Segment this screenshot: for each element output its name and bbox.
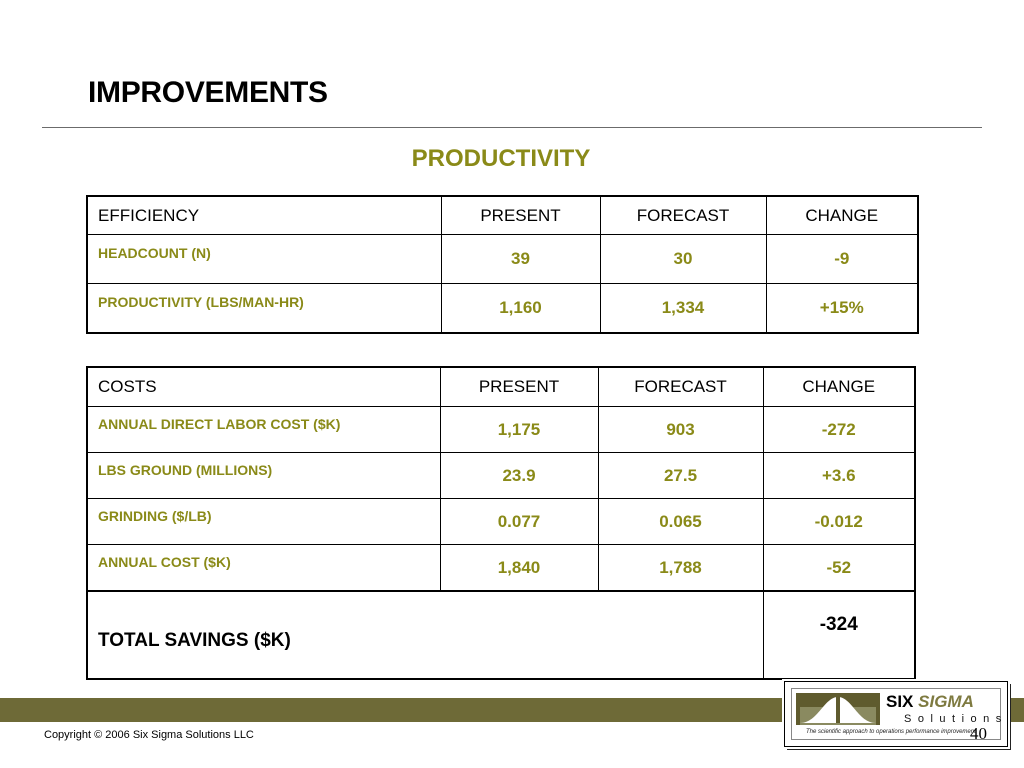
forecast-value: 30 [599, 234, 767, 284]
forecast-value: 1,334 [599, 283, 767, 334]
table-header-row: EFFICIENCY PRESENT FORECAST CHANGE [86, 195, 919, 235]
present-value: 39 [440, 234, 601, 284]
section-heading: PRODUCTIVITY [411, 145, 591, 172]
forecast-value: 27.5 [597, 452, 764, 499]
slide-title: IMPROVEMENTS [88, 76, 328, 109]
change-value: -52 [762, 544, 916, 592]
total-savings-row: TOTAL SAVINGS ($K) -324 [86, 590, 916, 680]
logo-tagline: The scientific approach to operations pe… [806, 729, 976, 735]
present-value: 1,175 [439, 406, 599, 453]
logo-subtitle: Solutions [904, 713, 1008, 725]
row-label: ANNUAL COST ($K) [86, 544, 441, 592]
present-value: 1,840 [439, 544, 599, 592]
change-value: -0.012 [762, 498, 916, 545]
table-row: LBS GROUND (MILLIONS) 23.9 27.5 +3.6 [86, 452, 916, 499]
table-row: HEADCOUNT (N) 39 30 -9 [86, 234, 919, 284]
logo-brand: SIX SIGMA [886, 692, 974, 712]
total-savings-label: TOTAL SAVINGS ($K) [86, 590, 764, 680]
bell-curve-logo-icon [796, 693, 880, 725]
forecast-value: 903 [597, 406, 764, 453]
logo-brand-six: SIX [886, 692, 914, 711]
logo-brand-sigma: SIGMA [918, 692, 974, 711]
efficiency-table: EFFICIENCY PRESENT FORECAST CHANGE HEADC… [86, 195, 919, 334]
present-value: 0.077 [439, 498, 599, 545]
company-logo: SIX SIGMA Solutions The scientific appro… [782, 679, 1010, 749]
table-row: ANNUAL COST ($K) 1,840 1,788 -52 [86, 544, 916, 592]
copyright-text: Copyright © 2006 Six Sigma Solutions LLC [44, 729, 254, 741]
change-value: +15% [765, 283, 919, 334]
column-header: EFFICIENCY [86, 195, 442, 235]
present-value: 23.9 [439, 452, 599, 499]
logo-frame: SIX SIGMA Solutions The scientific appro… [791, 688, 1001, 740]
forecast-value: 0.065 [597, 498, 764, 545]
column-header: FORECAST [597, 366, 764, 407]
column-header: COSTS [86, 366, 441, 407]
column-header: CHANGE [765, 195, 919, 235]
table-row: ANNUAL DIRECT LABOR COST ($K) 1,175 903 … [86, 406, 916, 453]
change-value: -272 [762, 406, 916, 453]
total-savings-value: -324 [762, 590, 916, 680]
row-label: PRODUCTIVITY (LBS/MAN-HR) [86, 283, 442, 334]
row-label: GRINDING ($/LB) [86, 498, 441, 545]
column-header: CHANGE [762, 366, 916, 407]
column-header: FORECAST [599, 195, 767, 235]
forecast-value: 1,788 [597, 544, 764, 592]
title-divider [42, 127, 982, 128]
costs-table: COSTS PRESENT FORECAST CHANGE ANNUAL DIR… [86, 366, 916, 680]
table-row: PRODUCTIVITY (LBS/MAN-HR) 1,160 1,334 +1… [86, 283, 919, 334]
row-label: ANNUAL DIRECT LABOR COST ($K) [86, 406, 441, 453]
column-header: PRESENT [439, 366, 599, 407]
table-row: GRINDING ($/LB) 0.077 0.065 -0.012 [86, 498, 916, 545]
column-header: PRESENT [440, 195, 601, 235]
change-value: -9 [765, 234, 919, 284]
row-label: LBS GROUND (MILLIONS) [86, 452, 441, 499]
change-value: +3.6 [762, 452, 916, 499]
page-number: 40 [970, 724, 987, 743]
table-header-row: COSTS PRESENT FORECAST CHANGE [86, 366, 916, 407]
present-value: 1,160 [440, 283, 601, 334]
row-label: HEADCOUNT (N) [86, 234, 442, 284]
